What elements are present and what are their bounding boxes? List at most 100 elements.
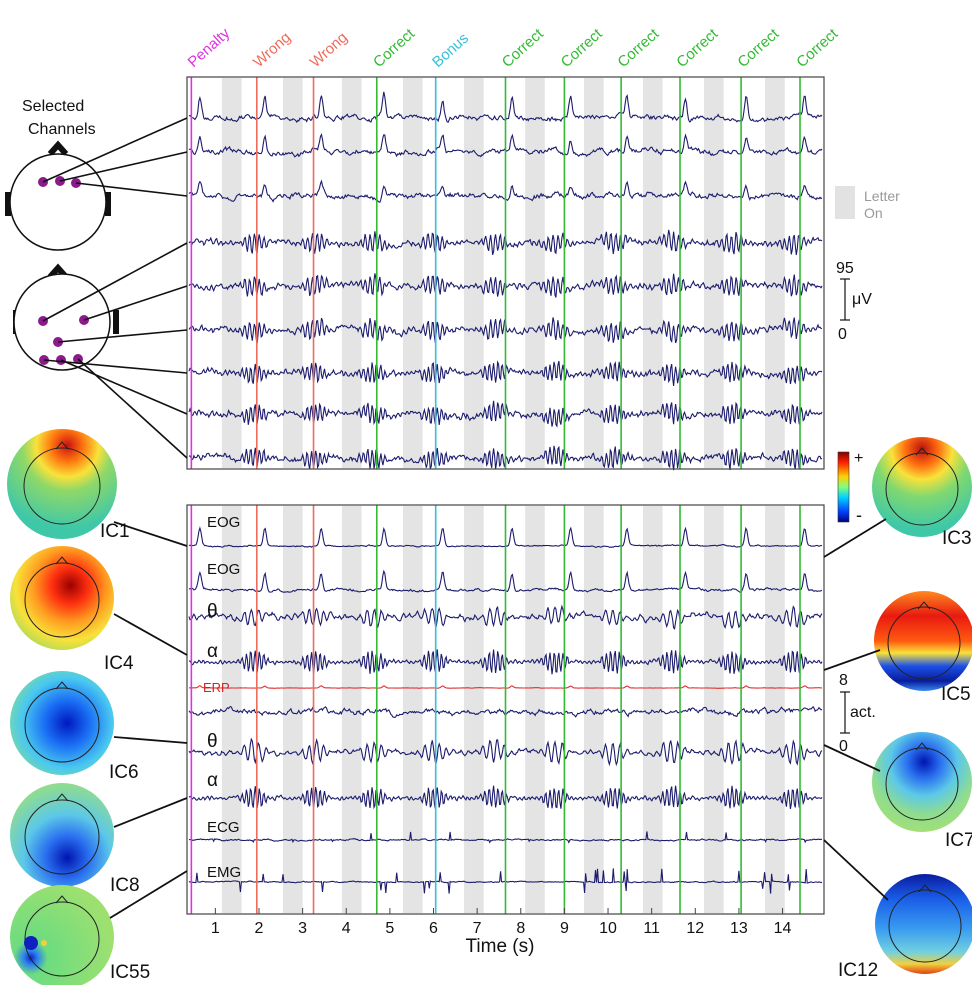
ic12-label: IC12 xyxy=(838,960,878,981)
channel-connectors xyxy=(42,117,188,459)
event-label-5: Bonus xyxy=(429,30,472,71)
connector-ic7 xyxy=(823,744,881,772)
x-tick-label-10: 10 xyxy=(599,920,617,937)
ic3-label: IC3 xyxy=(942,528,972,549)
head-ear-right-lower xyxy=(113,310,119,334)
ic7-nose xyxy=(915,742,929,751)
x-tick-label-3: 3 xyxy=(298,920,307,937)
event-label-2: Wrong xyxy=(250,29,294,71)
x-tick-label-12: 12 xyxy=(686,920,704,937)
letter-on-band-top-9 xyxy=(704,78,724,468)
x-tick-label-4: 4 xyxy=(342,920,351,937)
colorbar-gradient xyxy=(837,451,850,523)
connector-ch4 xyxy=(42,242,188,322)
ic12-map xyxy=(875,874,972,974)
ic1-head xyxy=(23,447,101,525)
ic5-head xyxy=(887,606,961,680)
colorbar-plus: + xyxy=(854,450,863,467)
event-label-4: Correct xyxy=(370,25,419,71)
event-label-9: Correct xyxy=(673,25,722,71)
colorbar-minus: - xyxy=(856,505,862,525)
x-tick-label-6: 6 xyxy=(429,920,438,937)
connector-ic12 xyxy=(823,839,889,901)
ic55-hotspot-warm xyxy=(41,940,47,946)
letter-on-band-bottom-10 xyxy=(765,506,785,913)
act-scale-max: 8 xyxy=(839,672,848,689)
ic55-nose xyxy=(55,895,69,904)
event-label-3: Wrong xyxy=(307,29,351,71)
connector-ic55 xyxy=(109,870,188,919)
x-tick-label-13: 13 xyxy=(730,920,748,937)
connector-ch6 xyxy=(57,329,188,343)
event-label-1: Penalty xyxy=(185,25,234,71)
event-label-6: Correct xyxy=(499,25,548,71)
event-label-7: Correct xyxy=(558,25,607,71)
letter-on-band-bottom-8 xyxy=(642,506,663,913)
letter-on-legend-swatch xyxy=(835,186,855,219)
letter-on-band-top-5 xyxy=(464,78,484,468)
uv-scale-max: 95 xyxy=(836,260,854,277)
ic5-nose xyxy=(917,601,931,610)
ic55-hotspot xyxy=(24,936,38,950)
ic3-head xyxy=(885,452,959,526)
head-nose-upper xyxy=(47,140,69,156)
head-diagram-upper xyxy=(5,140,111,251)
event-label-10: Correct xyxy=(734,25,783,71)
letter-on-band-bottom-4 xyxy=(402,506,423,913)
connector-ic1 xyxy=(113,521,188,547)
x-axis-label: Time (s) xyxy=(466,936,535,957)
letter-on-legend-label: Letter On xyxy=(864,188,900,221)
ic55-label: IC55 xyxy=(110,962,150,983)
ic5-label: IC5 xyxy=(941,684,971,705)
ic7-label: IC7 xyxy=(945,830,972,851)
selected-channels-word-2: Channels xyxy=(28,121,96,138)
connector-ic5 xyxy=(823,649,881,671)
ic3-nose xyxy=(915,447,929,456)
ic55-head xyxy=(24,901,100,977)
connector-ic3 xyxy=(823,518,887,558)
x-axis-ticks: 1 2 3 4 5 6 7 8 9 10 11 12 13 14 xyxy=(211,908,792,937)
trace-label-alpha-2: α xyxy=(207,770,218,791)
ic8-label: IC8 xyxy=(110,875,140,896)
connector-ch9 xyxy=(77,358,188,459)
letter-on-band-top-2 xyxy=(282,78,303,468)
trace-label-eog-2: EOG xyxy=(207,561,240,578)
letter-on-band-top-1 xyxy=(221,78,242,468)
x-tick-label-1: 1 xyxy=(211,920,220,937)
uv-scale-bar: 95 μV 0 xyxy=(836,260,872,343)
ic8-nose xyxy=(55,793,69,802)
x-tick-label-5: 5 xyxy=(385,920,394,937)
letter-on-band-top-4 xyxy=(402,78,423,468)
event-label-11: Correct xyxy=(793,25,842,71)
top-panel-frame xyxy=(186,76,825,470)
connector-ic6 xyxy=(113,736,188,744)
connector-ch1 xyxy=(42,117,188,183)
letter-on-legend-word-1: Letter xyxy=(864,188,900,204)
selected-channels-label: Selected Channels xyxy=(22,98,96,138)
trace-label-emg: EMG xyxy=(207,864,241,881)
trace-label-ecg: ECG xyxy=(207,819,240,836)
event-lines xyxy=(190,77,801,914)
x-tick-label-11: 11 xyxy=(643,920,660,937)
trace-label-theta-2: θ xyxy=(207,731,218,752)
act-scale-min: 0 xyxy=(839,738,848,755)
connector-ch3 xyxy=(75,182,188,197)
connector-ic4 xyxy=(113,613,188,656)
x-tick-label-7: 7 xyxy=(473,920,482,937)
letter-on-band-bottom-6 xyxy=(525,506,545,913)
letter-on-band-bottom-9 xyxy=(704,506,724,913)
uv-scale-unit: μV xyxy=(852,291,872,308)
event-label-8: Correct xyxy=(614,25,663,71)
ic8-head xyxy=(24,799,100,875)
ic6-label: IC6 xyxy=(109,762,139,783)
head-ear-left-upper xyxy=(5,192,11,216)
letter-on-band-top-3 xyxy=(341,78,362,468)
letter-on-band-bottom-5 xyxy=(464,506,484,913)
bottom-panel-frame xyxy=(186,504,825,915)
ic4-label: IC4 xyxy=(104,653,134,674)
ic6-map xyxy=(10,671,114,775)
act-scale-bar: 8 act. 0 xyxy=(839,672,876,755)
ic1-label: IC1 xyxy=(100,521,130,542)
letter-on-band-bottom-3 xyxy=(341,506,362,913)
x-tick-label-8: 8 xyxy=(516,920,525,937)
